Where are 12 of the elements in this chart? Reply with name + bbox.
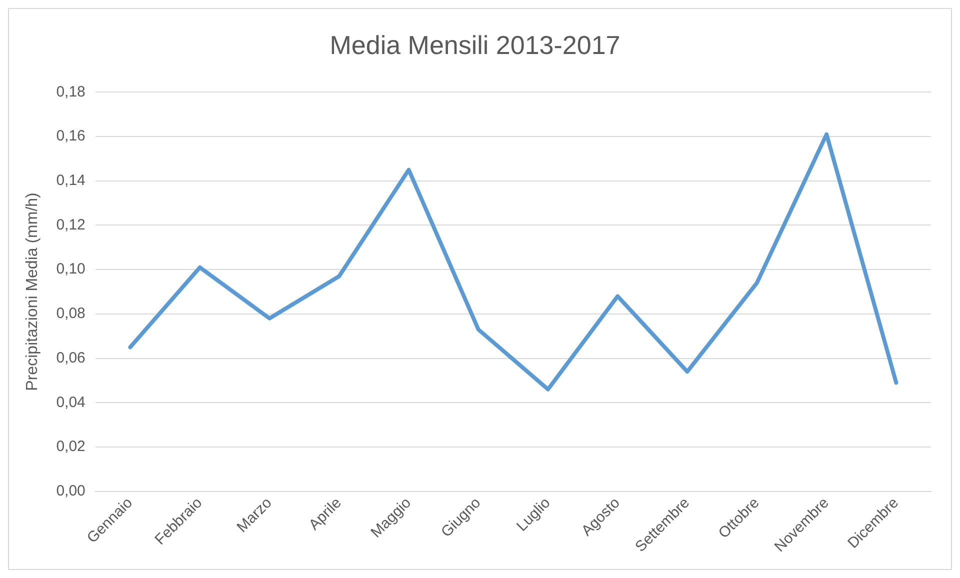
y-tick-label: 0,06 [56, 349, 86, 366]
chart-title: Media Mensili 2013-2017 [330, 30, 620, 60]
y-tick-label: 0,16 [56, 128, 86, 145]
y-tick-label: 0,02 [56, 438, 86, 456]
y-tick-label: 0,00 [56, 482, 86, 500]
y-tick-label: 0,04 [56, 394, 86, 411]
y-tick-label: 0,18 [56, 83, 86, 100]
y-tick-label: 0,08 [56, 305, 86, 322]
y-tick-label: 0,12 [56, 216, 86, 234]
y-axis-title: Precipitazioni Media (mm/h) [24, 192, 42, 391]
y-tick-label: 0,10 [56, 260, 86, 278]
y-tick-label: 0,14 [56, 172, 86, 190]
